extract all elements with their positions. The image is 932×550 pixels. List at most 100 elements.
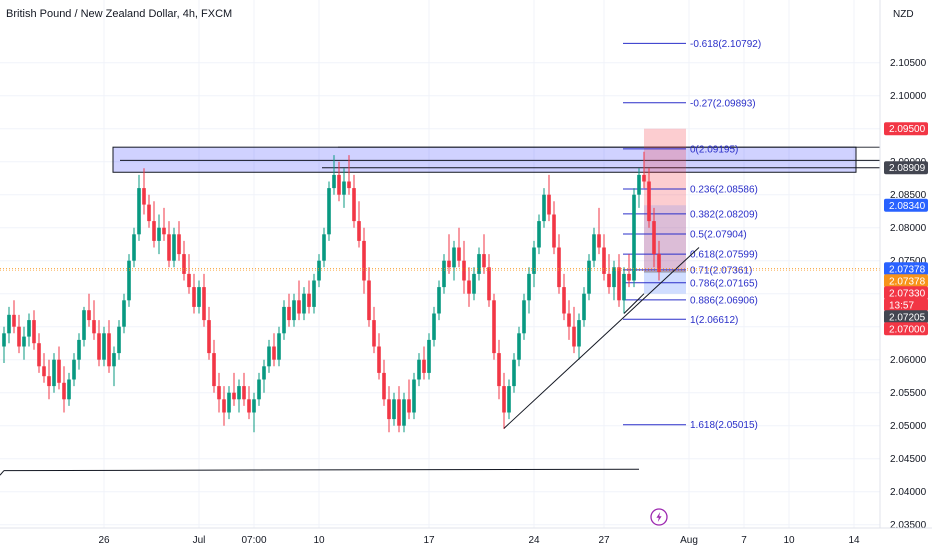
candle-body (322, 234, 326, 261)
fib-label: 0.236(2.08586) (690, 185, 758, 196)
candle-body (452, 247, 456, 268)
candle-body (162, 227, 166, 235)
candle-body (82, 310, 86, 340)
candle-body (157, 227, 161, 241)
price-tick-label: 2.07500 (890, 256, 927, 267)
candle-body (577, 320, 581, 347)
candle-body (652, 221, 656, 255)
candle-body (477, 254, 481, 274)
candle-body (632, 194, 636, 281)
candle-body (552, 214, 556, 248)
candle-body (592, 234, 596, 261)
candle-body (617, 267, 621, 301)
candle-body (87, 310, 91, 321)
candle-body (177, 234, 181, 255)
candle-body (457, 247, 461, 261)
time-axis[interactable]: 26 Jul 07:00 10 17 24 27 Aug 7 10 14 (98, 535, 860, 546)
candle-body (172, 234, 176, 261)
candle-body (382, 372, 386, 400)
fib-label: 0.71(2.07361) (690, 265, 752, 276)
candle-body (582, 293, 586, 321)
short-position-tool[interactable] (644, 128, 686, 294)
trendline (3, 468, 640, 472)
candle-body (657, 254, 661, 272)
candle-body (132, 234, 136, 261)
candle-body (367, 280, 371, 321)
time-tick-label: 17 (423, 535, 435, 546)
stop-loss-zone (644, 128, 686, 272)
candle-body (152, 221, 156, 241)
candle-body (207, 320, 211, 354)
candle-body (112, 353, 116, 367)
profit-range (644, 205, 686, 272)
candle-body (427, 339, 431, 373)
candle-body (237, 386, 241, 400)
candle-body (532, 247, 536, 274)
candle-body (507, 386, 511, 413)
candle-body (107, 333, 111, 367)
fib-label: -0.618(2.10792) (690, 39, 761, 50)
trendlines[interactable] (0, 247, 700, 476)
candle-body (642, 174, 646, 182)
trendline (503, 247, 700, 429)
candle-body (497, 353, 501, 387)
price-badge (884, 161, 928, 175)
candle-body (562, 287, 566, 314)
candle-body (467, 280, 471, 294)
candle-body (407, 399, 411, 413)
candle-body (67, 379, 71, 400)
candle-body (392, 399, 396, 420)
candle-body (547, 194, 551, 215)
candle-body (22, 336, 26, 347)
candle-body (372, 320, 376, 347)
candle-body (27, 320, 31, 337)
price-badge-label: 2.07378 (889, 264, 926, 275)
candle-body (502, 386, 506, 413)
candle-body (212, 353, 216, 387)
candle-body (557, 247, 561, 288)
candle-body (622, 273, 626, 301)
candle-body (337, 174, 341, 195)
candle-body (117, 326, 121, 354)
price-tick-label: 2.04000 (890, 487, 927, 498)
candle-body (572, 326, 576, 347)
resistance-zone[interactable] (112, 146, 880, 173)
candle-body (37, 343, 41, 367)
time-tick-label: 07:00 (241, 535, 266, 546)
candle-body (432, 313, 436, 340)
currency-label[interactable]: NZD (893, 9, 914, 20)
candle-body (282, 306, 286, 334)
price-badge-label: 13:57 (889, 300, 914, 311)
candle-body (522, 300, 526, 334)
time-tick-label: 7 (741, 535, 747, 546)
candle-body (312, 280, 316, 307)
price-badge-label: 2.08909 (889, 163, 926, 174)
candle-body (362, 240, 366, 281)
candle-body (417, 359, 421, 380)
candle-body (127, 260, 131, 301)
fib-label: -0.27(2.09893) (690, 98, 756, 109)
price-badges: 2.095002.089092.083402.073782.073782.073… (884, 122, 928, 336)
candle-body (317, 260, 321, 281)
candle-body (462, 260, 466, 281)
fib-label: 0.382(2.08209) (690, 209, 758, 220)
candle-body (482, 254, 486, 268)
fib-label: 0.5(2.07904) (690, 230, 747, 241)
candle-body (247, 399, 251, 413)
lightning-icon[interactable] (650, 508, 668, 526)
time-tick-label: 27 (598, 535, 610, 546)
candle-body (122, 300, 126, 327)
candle-body (187, 273, 191, 288)
candles (2, 151, 661, 433)
price-badge-label: 2.08340 (889, 201, 926, 212)
price-tick-label: 2.10500 (890, 58, 927, 69)
candle-body (347, 181, 351, 189)
price-tick-label: 2.10000 (890, 91, 927, 102)
fib-label: 0(2.09195) (690, 144, 738, 155)
candle-body (102, 333, 106, 360)
candle-body (167, 234, 171, 261)
fibonacci-retracement[interactable]: -0.618(2.10792) -0.27(2.09893) 0(2.09195) 0… (623, 39, 761, 431)
candle-body (252, 399, 256, 413)
candle-body (537, 221, 541, 248)
